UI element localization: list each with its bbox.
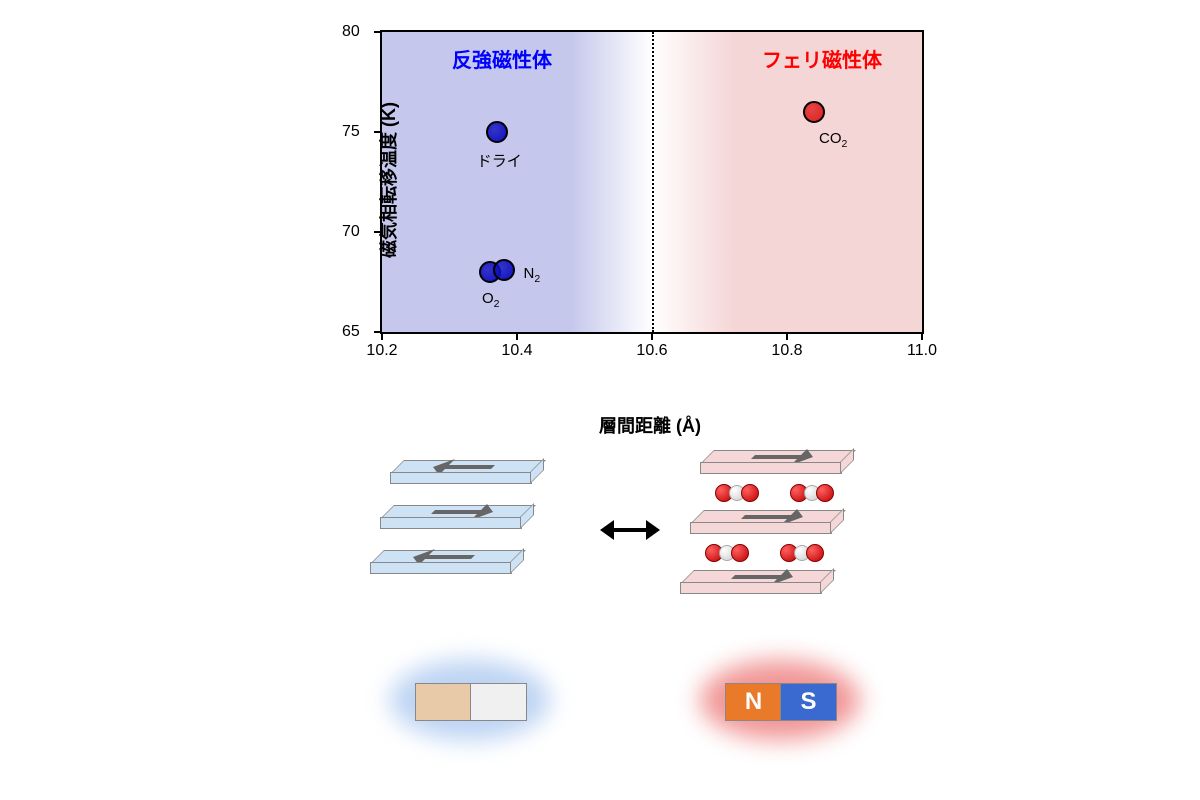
data-point bbox=[803, 101, 825, 123]
schematic-diagram: N S bbox=[300, 440, 940, 780]
equilibrium-arrow-icon bbox=[600, 520, 660, 540]
xtick-label: 11.0 bbox=[907, 342, 937, 360]
co2-molecule-icon bbox=[790, 482, 834, 502]
xtick-label: 10.8 bbox=[771, 342, 802, 360]
point-label: N2 bbox=[524, 265, 541, 285]
region-ferri bbox=[652, 32, 922, 332]
magnet-right-n: N bbox=[725, 683, 782, 721]
xtick-label: 10.2 bbox=[366, 342, 397, 360]
xtick-label: 10.4 bbox=[501, 342, 532, 360]
layer-slab bbox=[370, 550, 510, 590]
plot-area: 反強磁性体 フェリ磁性体 10.210.410.610.811.06570758… bbox=[380, 30, 924, 334]
co2-molecule-icon bbox=[780, 542, 824, 562]
ytick-label: 80 bbox=[342, 23, 360, 41]
co2-molecule-icon bbox=[715, 482, 759, 502]
y-axis-label: 磁気相転移温度 (K) bbox=[375, 102, 401, 258]
region-label-left: 反強磁性体 bbox=[452, 44, 552, 73]
layer-slab bbox=[390, 460, 530, 500]
region-antiferro bbox=[382, 32, 652, 332]
data-point bbox=[493, 259, 515, 281]
ytick-label: 65 bbox=[342, 323, 360, 341]
point-label: CO2 bbox=[819, 130, 847, 150]
region-label-right: フェリ磁性体 bbox=[762, 44, 882, 73]
point-label: ドライ bbox=[477, 150, 522, 171]
scatter-chart: 反強磁性体 フェリ磁性体 10.2 10.4 10.6 10.8 11.0 65 70 75 8… bbox=[300, 20, 940, 380]
layer-slab bbox=[380, 505, 520, 545]
co2-molecule-icon bbox=[705, 542, 749, 562]
magnet-left-n bbox=[415, 683, 472, 721]
x-axis-label: 層間距離 (Å) bbox=[599, 412, 701, 438]
ytick-label: 70 bbox=[342, 223, 360, 241]
xtick-label: 10.6 bbox=[636, 342, 667, 360]
magnet-right-s: S bbox=[780, 683, 837, 721]
point-label: O2 bbox=[482, 290, 500, 310]
magnet-left-s bbox=[470, 683, 527, 721]
data-point bbox=[486, 121, 508, 143]
magnet-right: N S bbox=[720, 675, 840, 725]
ytick-label: 75 bbox=[342, 123, 360, 141]
magnet-left bbox=[410, 675, 530, 725]
layer-slab bbox=[680, 570, 820, 610]
